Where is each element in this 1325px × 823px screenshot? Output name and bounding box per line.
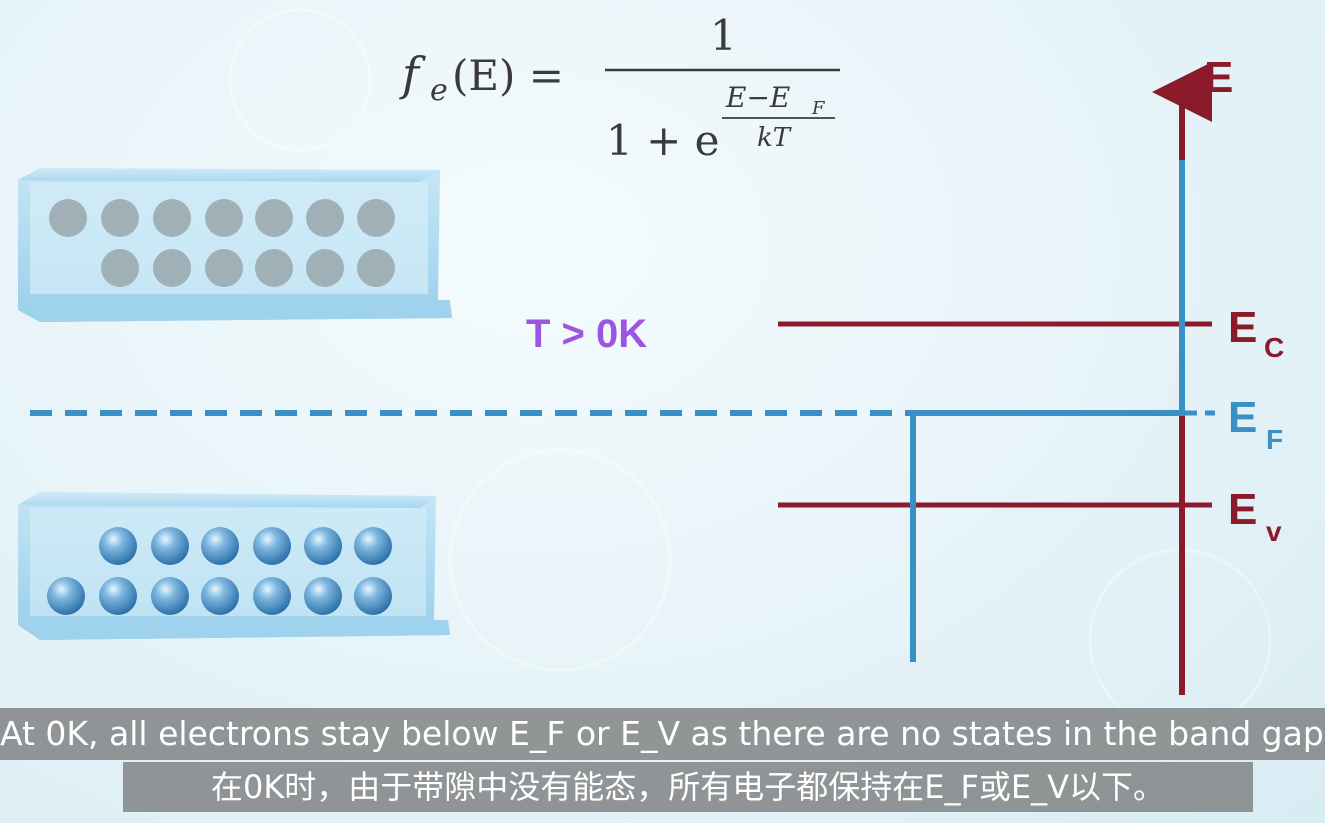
formula-numerator: 1 <box>710 11 737 60</box>
conduction-band-subscript: C <box>1264 332 1284 363</box>
fermi-dirac-distribution-curve <box>910 160 1185 662</box>
formula-denominator: 1 + e <box>606 116 719 165</box>
formula-lhs: f <box>399 47 426 101</box>
fermi-level-subscript: F <box>1266 424 1283 455</box>
english-subtitle: At 0K, all electrons stay below E_F or E… <box>0 714 1325 753</box>
valence-band-label: E <box>1228 485 1257 534</box>
english-subtitle-bar: At 0K, all electrons stay below E_F or E… <box>0 708 1325 760</box>
formula-lhs-argument: (E) = <box>452 51 564 100</box>
fermi-level-label: E <box>1228 393 1257 442</box>
electron <box>47 527 392 615</box>
formula-exponent-numerator: E−E <box>725 81 790 114</box>
empty-state <box>49 199 395 287</box>
conduction-band-label: E <box>1228 303 1257 352</box>
valence-band-subscript: v <box>1266 516 1282 547</box>
formula-exponent-denominator: kT <box>757 123 792 153</box>
temperature-label: T > 0K <box>526 312 647 356</box>
conduction-band-block <box>18 168 452 322</box>
formula-lhs-subscript: e <box>430 73 448 108</box>
chinese-subtitle: 在0K时，由于带隙中没有能态，所有电子都保持在E_F或E_V以下。 <box>123 762 1253 812</box>
formula-exponent-subscript: F <box>811 98 826 119</box>
fermi-dirac-formula: f e (E) = 1 1 + e E−E F kT <box>399 11 840 165</box>
valence-band-block <box>18 492 450 640</box>
energy-axis-label: E <box>1204 53 1233 102</box>
